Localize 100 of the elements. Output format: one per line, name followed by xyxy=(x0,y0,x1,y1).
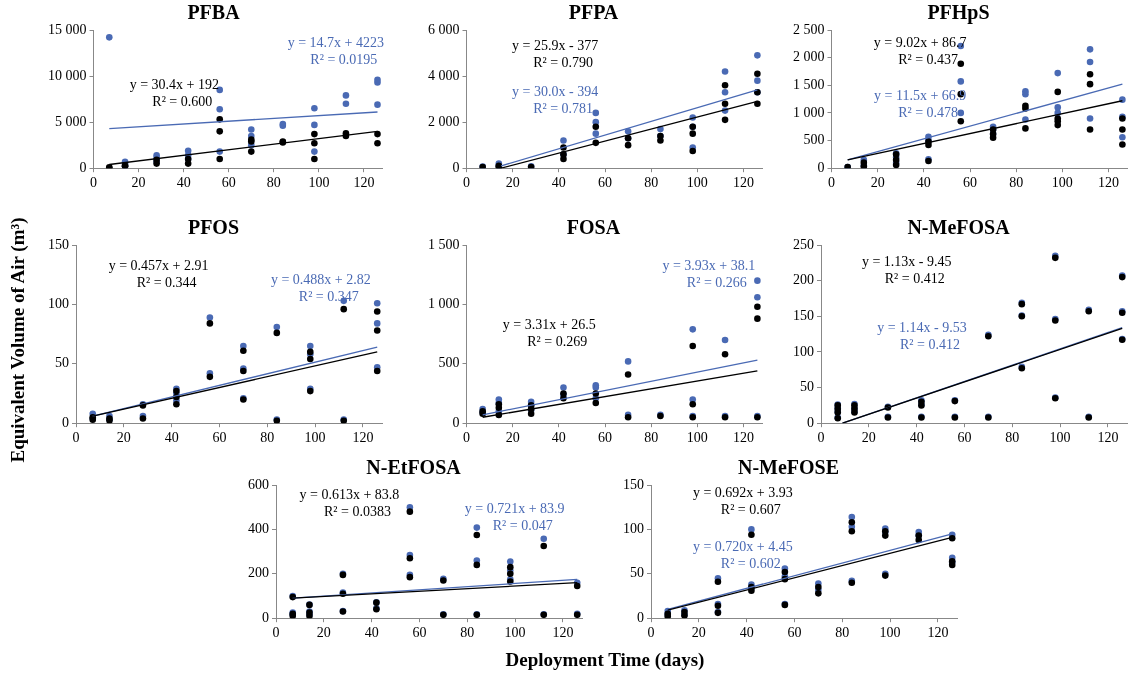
x-tick-label: 80 xyxy=(644,175,659,191)
y-tick-label: 2 000 xyxy=(793,49,825,65)
annotation: y = 30.0x - 394 xyxy=(512,83,599,99)
annotation: y = 11.5x + 66.9 xyxy=(874,88,967,104)
annotation: R² = 0.607 xyxy=(720,501,781,517)
x-tick-label: 20 xyxy=(505,430,520,446)
x-tick-label: 120 xyxy=(552,625,574,641)
y-tick-label: 0 xyxy=(79,159,87,175)
annotation: R² = 0.412 xyxy=(900,337,960,353)
y-tick-label: 15 000 xyxy=(48,21,87,37)
y-tick-label: 0 xyxy=(817,159,825,175)
annotation: y = 30.4x + 192 xyxy=(129,76,219,92)
x-tick-label: 80 xyxy=(260,430,275,446)
x-tick-label: 120 xyxy=(733,175,755,191)
x-tick-label: 80 xyxy=(835,625,850,641)
annotation: y = 14.7x + 4223 xyxy=(287,35,384,51)
annotation: R² = 0.047 xyxy=(492,517,553,533)
x-tick-label: 0 xyxy=(463,175,470,191)
annotation: R² = 0.0383 xyxy=(323,504,391,520)
x-tick-label: 60 xyxy=(787,625,802,641)
chart-title: FOSA xyxy=(566,216,621,239)
x-tick-label: 80 xyxy=(1005,430,1020,446)
y-tick-label: 500 xyxy=(803,132,825,148)
chart-title: N-EtFOSA xyxy=(366,456,462,479)
x-tick-label: 100 xyxy=(504,625,526,641)
x-tick-label: 100 xyxy=(308,175,330,191)
x-tick-label: 80 xyxy=(644,430,659,446)
x-tick-label: 80 xyxy=(1009,175,1024,191)
y-tick-label: 6 000 xyxy=(428,21,460,37)
y-tick-label: 100 xyxy=(623,521,644,537)
y-tick-label: 1 500 xyxy=(428,236,460,252)
x-tick-label: 40 xyxy=(364,625,379,641)
x-tick-label: 60 xyxy=(963,175,978,191)
y-tick-label: 500 xyxy=(438,355,460,371)
chart-title: N-MeFOSA xyxy=(907,216,1011,239)
chart-title: PFBA xyxy=(187,1,241,24)
x-tick-label: 80 xyxy=(460,625,475,641)
y-tick-label: 10 000 xyxy=(48,67,87,83)
x-tick-label: 120 xyxy=(353,175,375,191)
y-tick-label: 0 xyxy=(637,609,644,625)
y-tick-label: 150 xyxy=(48,236,69,252)
x-tick-label: 40 xyxy=(909,430,924,446)
y-tick-label: 50 xyxy=(800,379,814,395)
x-tick-label: 60 xyxy=(221,175,236,191)
annotation: y = 0.692x + 3.93 xyxy=(692,484,793,500)
x-tick-label: 40 xyxy=(551,430,566,446)
x-tick-label: 0 xyxy=(90,175,97,191)
y-tick-label: 50 xyxy=(55,355,69,371)
x-tick-label: 120 xyxy=(927,625,949,641)
chart-title: PFOS xyxy=(187,216,240,239)
y-tick-label: 150 xyxy=(623,476,644,492)
y-tick-label: 0 xyxy=(452,414,460,430)
x-tick-label: 120 xyxy=(733,430,755,446)
annotation: R² = 0.602 xyxy=(720,556,781,572)
y-tick-label: 1 000 xyxy=(793,104,825,120)
x-tick-label: 40 xyxy=(164,430,179,446)
annotation: R² = 0.781 xyxy=(533,100,594,116)
x-tick-label: 20 xyxy=(131,175,146,191)
y-tick-label: 5 000 xyxy=(55,113,87,129)
x-tick-label: 60 xyxy=(598,430,613,446)
x-tick-label: 40 xyxy=(551,175,566,191)
x-tick-label: 20 xyxy=(691,625,706,641)
x-tick-label: 100 xyxy=(686,175,708,191)
annotation: y = 0.613x + 83.8 xyxy=(299,487,400,503)
x-tick-label: 0 xyxy=(647,625,655,641)
x-tick-label: 100 xyxy=(304,430,326,446)
annotation: y = 9.02x + 86.7 xyxy=(873,35,967,51)
x-tick-label: 20 xyxy=(116,430,131,446)
annotation: R² = 0.412 xyxy=(884,271,945,287)
annotation: R² = 0.600 xyxy=(152,93,213,109)
annotation: y = 3.93x + 38.1 xyxy=(662,258,756,274)
y-tick-label: 100 xyxy=(48,296,69,312)
x-tick-label: 60 xyxy=(957,430,972,446)
x-tick-label: 120 xyxy=(1098,175,1120,191)
x-axis-title: Deployment Time (days) xyxy=(505,649,705,671)
y-tick-label: 200 xyxy=(793,272,814,288)
y-tick-label: 4 000 xyxy=(428,67,460,83)
x-tick-label: 40 xyxy=(916,175,931,191)
y-tick-label: 1 500 xyxy=(793,76,825,92)
x-tick-label: 40 xyxy=(739,625,754,641)
y-tick-label: 0 xyxy=(452,159,460,175)
annotation: y = 0.721x + 83.9 xyxy=(464,500,565,516)
y-tick-label: 400 xyxy=(248,521,269,537)
annotation: R² = 0.478 xyxy=(898,105,959,121)
y-tick-label: 600 xyxy=(248,476,269,492)
x-tick-label: 60 xyxy=(598,175,613,191)
y-tick-label: 150 xyxy=(793,307,814,323)
annotation: y = 1.14x - 9.53 xyxy=(877,320,967,336)
y-tick-label: 2 000 xyxy=(428,113,460,129)
annotation: y = 25.9x - 377 xyxy=(512,38,599,54)
x-tick-label: 0 xyxy=(272,625,280,641)
annotation: y = 0.720x + 4.45 xyxy=(692,539,793,555)
x-tick-label: 20 xyxy=(861,430,876,446)
x-tick-label: 100 xyxy=(1049,430,1071,446)
x-tick-label: 40 xyxy=(176,175,191,191)
y-tick-label: 1 000 xyxy=(428,296,460,312)
y-tick-label: 0 xyxy=(62,414,69,430)
x-tick-label: 20 xyxy=(870,175,885,191)
x-tick-label: 80 xyxy=(266,175,281,191)
x-tick-label: 20 xyxy=(505,175,520,191)
